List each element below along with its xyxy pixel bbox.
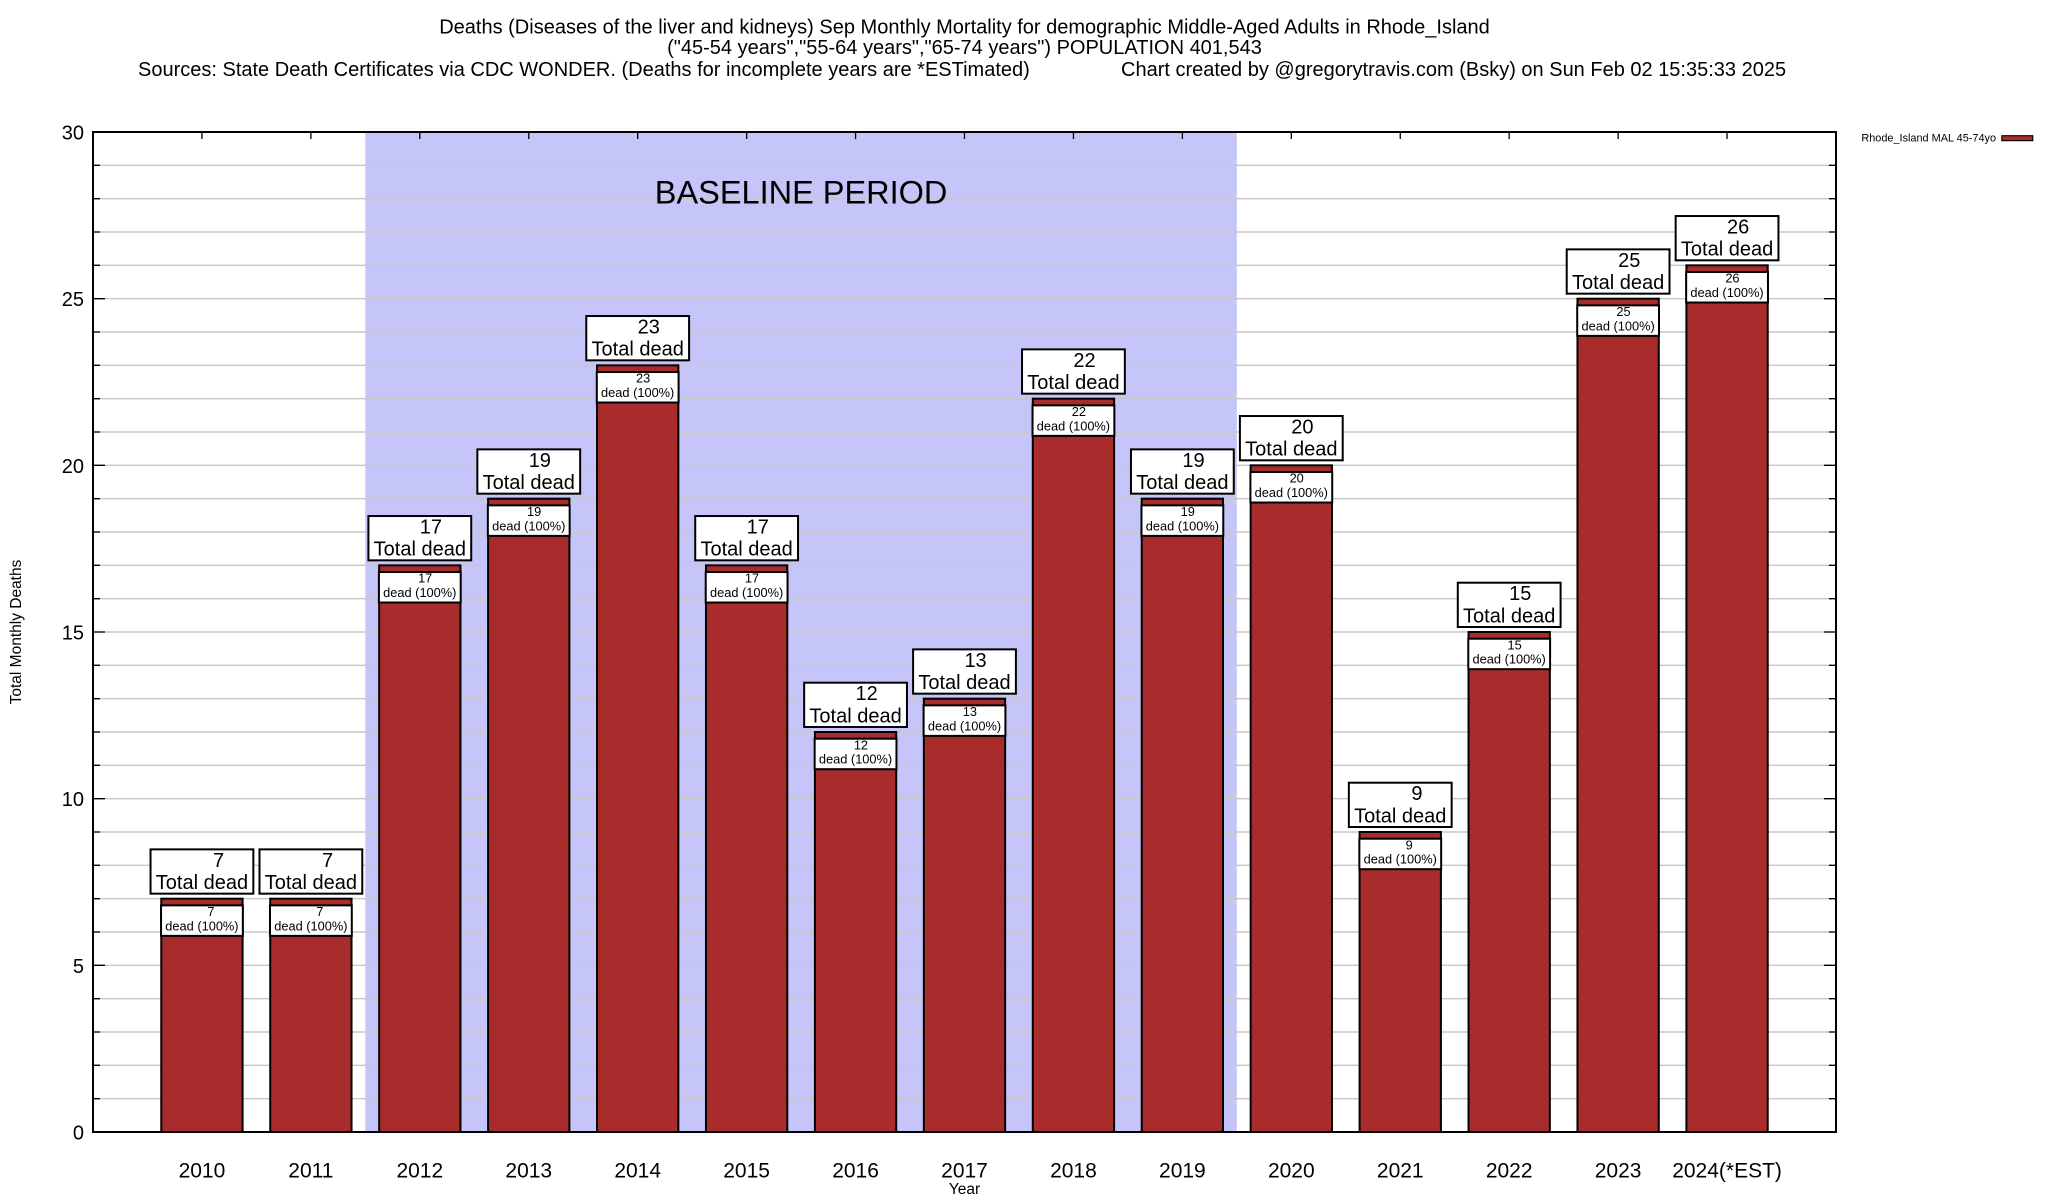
- svg-text:22: 22: [1072, 404, 1086, 419]
- svg-text:2022: 2022: [1486, 1160, 1533, 1183]
- svg-text:2021: 2021: [1377, 1160, 1424, 1183]
- svg-text:2011: 2011: [288, 1160, 333, 1183]
- svg-text:Total Monthly Deaths: Total Monthly Deaths: [8, 559, 25, 704]
- svg-text:7: 7: [316, 904, 323, 919]
- svg-text:2020: 2020: [1268, 1160, 1315, 1183]
- svg-text:9: 9: [1411, 783, 1422, 805]
- svg-text:7: 7: [213, 850, 224, 872]
- svg-text:2014: 2014: [614, 1160, 661, 1183]
- svg-text:2016: 2016: [832, 1160, 879, 1183]
- svg-text:Total dead: Total dead: [1027, 372, 1119, 394]
- svg-text:Total dead: Total dead: [1463, 605, 1555, 627]
- svg-text:15: 15: [62, 623, 84, 645]
- svg-text:17: 17: [418, 571, 432, 586]
- svg-text:20: 20: [1290, 471, 1304, 486]
- svg-text:22: 22: [1073, 350, 1095, 372]
- svg-text:Total dead: Total dead: [700, 539, 792, 561]
- svg-text:Rhode_Island MAL 45-74yo: Rhode_Island MAL 45-74yo: [1861, 132, 1996, 144]
- svg-text:25: 25: [1616, 304, 1630, 319]
- svg-text:BASELINE PERIOD: BASELINE PERIOD: [655, 175, 948, 211]
- svg-text:Total dead: Total dead: [809, 705, 901, 727]
- svg-text:30: 30: [62, 123, 84, 145]
- svg-text:Total dead: Total dead: [1245, 439, 1337, 461]
- svg-text:dead (100%): dead (100%): [1146, 518, 1219, 533]
- svg-text:Total dead: Total dead: [1572, 272, 1664, 294]
- svg-text:23: 23: [636, 371, 650, 386]
- svg-text:26: 26: [1725, 271, 1739, 286]
- svg-text:13: 13: [964, 650, 986, 672]
- svg-text:25: 25: [1618, 250, 1640, 272]
- svg-text:dead (100%): dead (100%): [1473, 652, 1546, 667]
- svg-text:7: 7: [322, 850, 333, 872]
- svg-text:dead (100%): dead (100%): [1690, 285, 1763, 300]
- svg-text:dead (100%): dead (100%): [492, 518, 565, 533]
- svg-text:2024(*EST): 2024(*EST): [1672, 1160, 1782, 1183]
- svg-text:dead (100%): dead (100%): [1364, 852, 1437, 867]
- svg-text:2012: 2012: [396, 1160, 443, 1183]
- svg-text:Total dead: Total dead: [1136, 472, 1228, 494]
- svg-text:0: 0: [73, 1123, 84, 1145]
- svg-text:25: 25: [62, 289, 84, 311]
- svg-text:7: 7: [207, 904, 214, 919]
- svg-text:dead (100%): dead (100%): [383, 585, 456, 600]
- svg-text:26: 26: [1727, 216, 1749, 238]
- svg-text:2015: 2015: [723, 1160, 770, 1183]
- svg-text:Deaths (Diseases of the liver: Deaths (Diseases of the liver and kidney…: [439, 17, 1490, 39]
- svg-text:2019: 2019: [1159, 1160, 1206, 1183]
- svg-text:dead (100%): dead (100%): [1581, 318, 1654, 333]
- svg-text:23: 23: [638, 316, 660, 338]
- svg-text:10: 10: [62, 789, 84, 811]
- svg-text:19: 19: [527, 504, 541, 519]
- svg-text:Total dead: Total dead: [483, 472, 575, 494]
- svg-text:dead (100%): dead (100%): [274, 918, 347, 933]
- svg-text:17: 17: [420, 516, 442, 538]
- svg-text:12: 12: [856, 683, 878, 705]
- svg-text:19: 19: [1182, 450, 1204, 472]
- svg-text:dead (100%): dead (100%): [1037, 418, 1110, 433]
- svg-text:12: 12: [854, 737, 868, 752]
- svg-text:dead (100%): dead (100%): [165, 918, 238, 933]
- svg-text:19: 19: [529, 450, 551, 472]
- svg-text:Total dead: Total dead: [918, 672, 1010, 694]
- svg-text:Total dead: Total dead: [374, 539, 466, 561]
- svg-text:Year: Year: [949, 1181, 980, 1198]
- svg-text:15: 15: [1507, 637, 1521, 652]
- svg-text:dead (100%): dead (100%): [710, 585, 783, 600]
- svg-text:13: 13: [963, 704, 977, 719]
- svg-text:19: 19: [1181, 504, 1195, 519]
- svg-text:Sources: State Death Certifica: Sources: State Death Certificates via CD…: [138, 59, 1030, 81]
- svg-text:20: 20: [1291, 416, 1313, 438]
- svg-text:2023: 2023: [1595, 1160, 1642, 1183]
- svg-text:dead (100%): dead (100%): [1255, 485, 1328, 500]
- svg-text:Chart created by @gregorytravi: Chart created by @gregorytravis.com (Bsk…: [1121, 59, 1786, 81]
- svg-text:dead (100%): dead (100%): [819, 752, 892, 767]
- svg-text:9: 9: [1406, 837, 1413, 852]
- svg-text:dead (100%): dead (100%): [928, 718, 1001, 733]
- svg-text:Total dead: Total dead: [1354, 805, 1446, 827]
- svg-text:2013: 2013: [505, 1160, 552, 1183]
- svg-text:Total dead: Total dead: [592, 339, 684, 361]
- svg-text:20: 20: [62, 456, 84, 478]
- svg-text:15: 15: [1509, 583, 1531, 605]
- svg-text:Total dead: Total dead: [265, 872, 357, 894]
- svg-text:2018: 2018: [1050, 1160, 1097, 1183]
- svg-text:dead (100%): dead (100%): [601, 385, 674, 400]
- svg-text:17: 17: [747, 516, 769, 538]
- svg-text:17: 17: [745, 571, 759, 586]
- svg-text:2010: 2010: [179, 1160, 226, 1183]
- svg-text:5: 5: [73, 956, 84, 978]
- svg-text:2017: 2017: [941, 1160, 988, 1183]
- svg-text:("45-54 years","55-64 years",": ("45-54 years","55-64 years","65-74 year…: [667, 37, 1262, 59]
- svg-text:Total dead: Total dead: [1681, 239, 1773, 261]
- svg-text:Total dead: Total dead: [156, 872, 248, 894]
